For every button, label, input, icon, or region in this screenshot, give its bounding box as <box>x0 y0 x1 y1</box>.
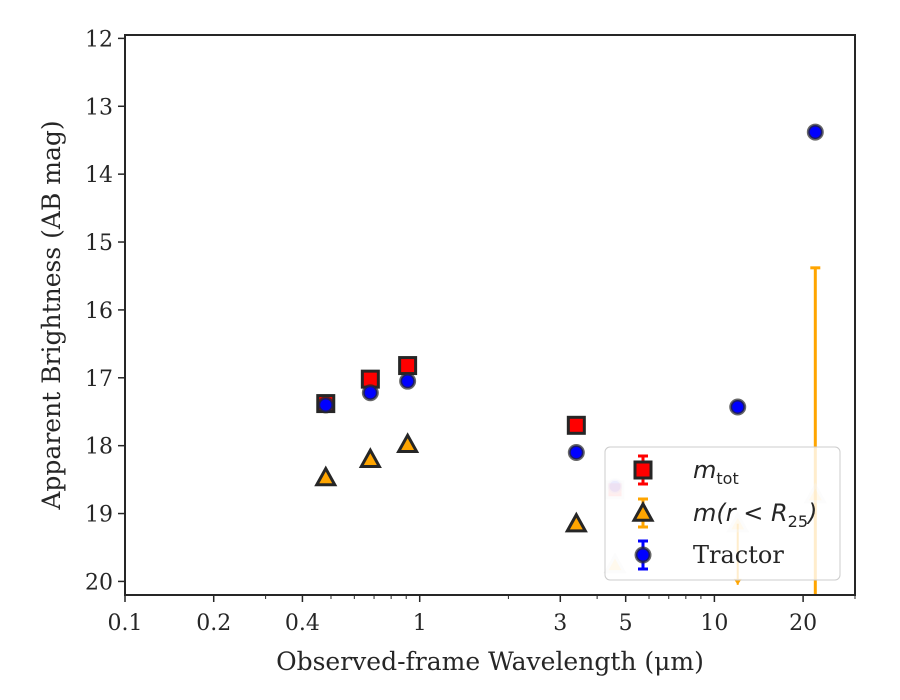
mtot-point <box>398 356 418 376</box>
y-axis-label: Apparent Brightness (AB mag) <box>37 120 66 510</box>
tractor-point <box>729 398 747 416</box>
x-tick-label: 10 <box>700 611 728 636</box>
legend-marker <box>631 500 655 522</box>
tractor-point <box>399 372 417 390</box>
mr25-point <box>358 447 382 468</box>
legend-label: mtot <box>693 456 739 488</box>
legend-marker <box>634 546 652 564</box>
x-tick-label: 5 <box>619 611 633 636</box>
tractor-point <box>567 443 585 461</box>
legend: mtot m(r < R25) Tractor <box>604 446 841 581</box>
data-points <box>314 123 827 595</box>
y-tick-label: 12 <box>85 27 113 52</box>
y-tick-label: 15 <box>85 231 113 256</box>
x-axis-label: Observed-frame Wavelength (μm) <box>276 647 704 676</box>
mr25-point <box>396 432 420 454</box>
y-tick-label: 13 <box>85 95 113 120</box>
tractor-point <box>806 123 824 141</box>
y-tick-label: 18 <box>85 435 113 460</box>
tractor-point <box>317 396 335 414</box>
mr25-point <box>564 511 588 533</box>
tractor-point <box>361 384 379 402</box>
mtot-point <box>566 415 586 435</box>
x-tick-label: 0.1 <box>108 611 143 636</box>
legend-marker <box>633 460 653 480</box>
x-tick-label: 20 <box>789 611 817 636</box>
y-tick-label: 16 <box>85 299 113 324</box>
y-tick-label: 19 <box>85 503 113 528</box>
x-tick-label: 3 <box>553 611 567 636</box>
legend-label: Tractor <box>693 541 784 569</box>
plot-frame <box>124 34 856 596</box>
y-tick-label: 20 <box>85 570 113 595</box>
mr25-point <box>314 465 338 487</box>
x-tick-label: 0.4 <box>285 611 320 636</box>
y-tick-label: 14 <box>85 163 113 188</box>
x-tick-label: 0.2 <box>196 611 231 636</box>
legend-label: m(r < R25) <box>693 499 817 531</box>
y-tick-label: 17 <box>85 367 113 392</box>
x-tick-label: 1 <box>413 611 427 636</box>
legend-box <box>604 446 841 581</box>
